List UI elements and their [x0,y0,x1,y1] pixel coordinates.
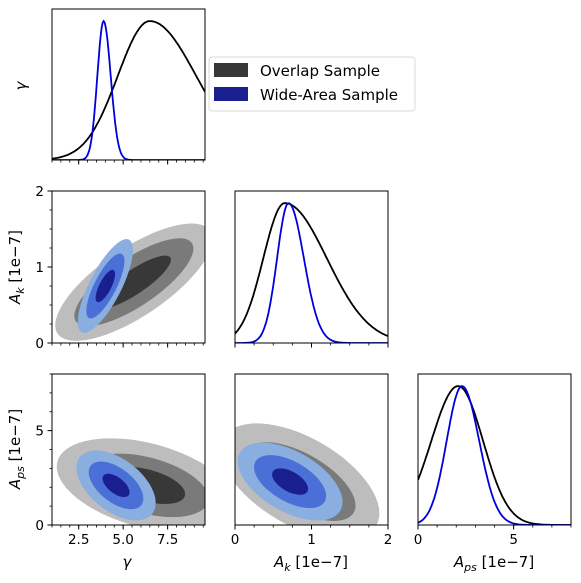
legend: Overlap Sample Wide-Area Sample [208,56,416,112]
contours-A_ps-vs-A_k [235,423,380,525]
contours-A_ps-vs-gamma [56,438,205,525]
panel-frame-0-0 [51,8,206,161]
legend-label-wide-area-sample: Wide-Area Sample [260,86,398,104]
x-tick-label: 5.0 [112,532,133,548]
y-tick-label: 5 [35,424,44,440]
x-tick-label: 2 [384,532,393,548]
marginal-curve-wide-area-sample [235,202,388,343]
contour-wide-area-sample-level-3 [272,468,309,495]
y-axis-label-A_k: Ak [1e−7] [6,230,27,305]
legend-label-overlap-sample: Overlap Sample [260,62,380,80]
contour-wide-area-sample-level-3 [102,473,130,498]
x-axis-label-gamma: γ [123,553,133,571]
marginal-curve-wide-area-sample [418,385,571,525]
y-tick-label: 1 [35,260,44,276]
y-axis-label-gamma: γ [12,80,30,90]
marginal-curve-overlap-sample [235,202,388,337]
marginal-curve-wide-area-sample [52,19,205,160]
x-tick-label: 0 [414,532,423,548]
legend-swatch-wide-area-sample [214,87,248,101]
marginal-A_ps [418,385,571,525]
x-tick-label: 1 [307,532,316,548]
marginal-curve-overlap-sample [418,385,571,525]
y-tick-label: 0 [35,336,44,352]
y-tick-label: 0 [35,518,44,534]
marginal-A_k [235,202,388,343]
x-tick-label: 5 [509,532,518,548]
x-axis-label-A_ps: Aps [1e−7] [453,553,534,574]
legend-swatch-overlap-sample [214,63,248,77]
legend-frame [208,56,416,112]
marginal-gamma [52,19,205,160]
y-axis-label-A_ps: Aps [1e−7] [6,409,27,490]
x-axis-label-A_k: Ak [1e−7] [273,553,348,574]
x-tick-label: 7.5 [157,532,178,548]
marginal-curve-overlap-sample [52,20,205,160]
contour-wide-area-sample-level-3 [95,269,116,303]
contours-A_k-vs-gamma [55,223,205,341]
y-tick-label: 2 [35,184,44,200]
x-tick-label: 2.5 [68,532,89,548]
x-tick-label: 0 [231,532,240,548]
